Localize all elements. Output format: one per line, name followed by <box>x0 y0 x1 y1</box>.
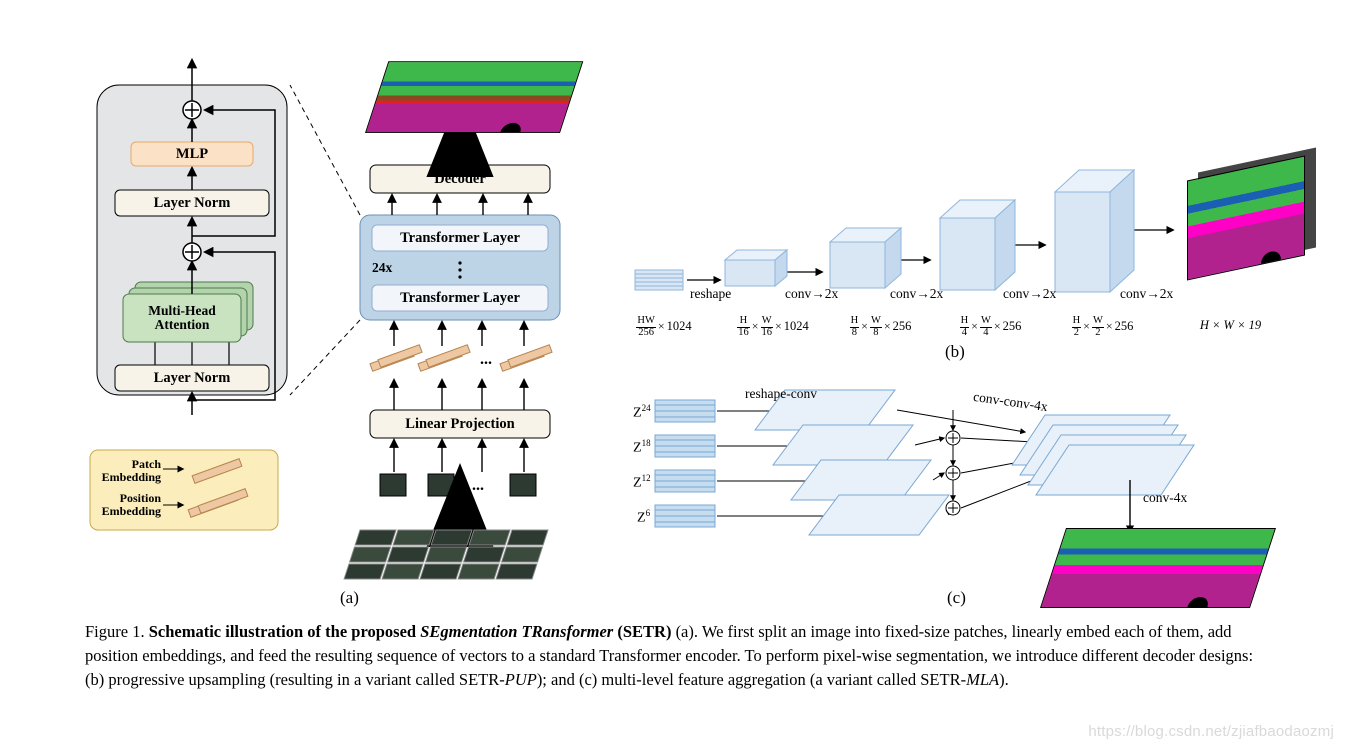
trans-layer-2: Transformer Layer <box>372 285 548 311</box>
caption-body-c: ). <box>999 670 1009 689</box>
decoder-label: Decoder <box>370 165 550 193</box>
svg-text:...: ... <box>480 351 492 368</box>
seg-output-c <box>1040 528 1276 608</box>
seg-output-a <box>365 61 583 133</box>
dim-2: H8×W8×256 <box>833 316 928 338</box>
conv2x-3: conv→2x <box>1003 286 1056 302</box>
legend-position-label: Position Embedding <box>93 492 161 518</box>
caption-body-b: ); and (c) multi-level feature aggregati… <box>537 670 966 689</box>
conv2x-2: conv→2x <box>890 286 943 302</box>
conv2x-1: conv→2x <box>785 286 838 302</box>
panel-c-label: (c) <box>947 588 966 608</box>
z12: Z12 <box>633 473 651 492</box>
mha-line2: Attention <box>155 318 210 332</box>
z24: Z24 <box>633 403 651 422</box>
trans-layer-1: Transformer Layer <box>372 225 548 251</box>
caption-bolditalic: SEgmentation TRansformer <box>420 622 613 641</box>
seg-blob <box>501 123 524 132</box>
reshape-label: reshape <box>690 286 731 302</box>
watermark: https://blog.csdn.net/zjiafbaodaozmj <box>1088 723 1334 740</box>
panel-b-label: (b) <box>945 342 965 362</box>
svg-text:...: ... <box>472 477 484 494</box>
linproj-label: Linear Projection <box>370 410 550 438</box>
trans-count: 24x <box>372 260 392 276</box>
z6: Z6 <box>637 508 650 527</box>
reshape-conv-label: reshape-conv <box>745 386 817 402</box>
legend-patch-label: Patch Embedding <box>93 458 161 484</box>
caption-bold2: (SETR) <box>613 622 675 641</box>
layernorm-top-label: Layer Norm <box>115 190 269 216</box>
mlp-label: MLP <box>131 142 253 166</box>
conv4x-label: conv-4x <box>1143 490 1187 506</box>
caption-figlabel: Figure 1. <box>85 622 149 641</box>
panel-a-label: (a) <box>340 588 359 608</box>
dim-0: HW256×1024 <box>625 316 703 338</box>
figure-caption: Figure 1. Schematic illustration of the … <box>85 620 1265 692</box>
dim-3: H4×W4×256 <box>943 316 1038 338</box>
caption-pup: PUP <box>505 670 537 689</box>
dim-1: H16×W16×1024 <box>723 316 823 338</box>
conv2x-4: conv→2x <box>1120 286 1173 302</box>
mha-label: Multi-Head Attention <box>123 294 241 342</box>
layernorm-bottom-label: Layer Norm <box>115 365 269 391</box>
figure-area: MLP Layer Norm Multi-Head Attention Laye… <box>85 50 1265 605</box>
seg-blob-c <box>1188 597 1211 607</box>
dim-4: H2×W2×256 <box>1055 316 1150 338</box>
z18: Z18 <box>633 438 651 457</box>
mha-line1: Multi-Head <box>148 304 216 318</box>
dim-5: H × W × 19 <box>1183 318 1278 333</box>
caption-bold1: Schematic illustration of the proposed <box>149 622 421 641</box>
caption-mla: MLA <box>966 670 999 689</box>
